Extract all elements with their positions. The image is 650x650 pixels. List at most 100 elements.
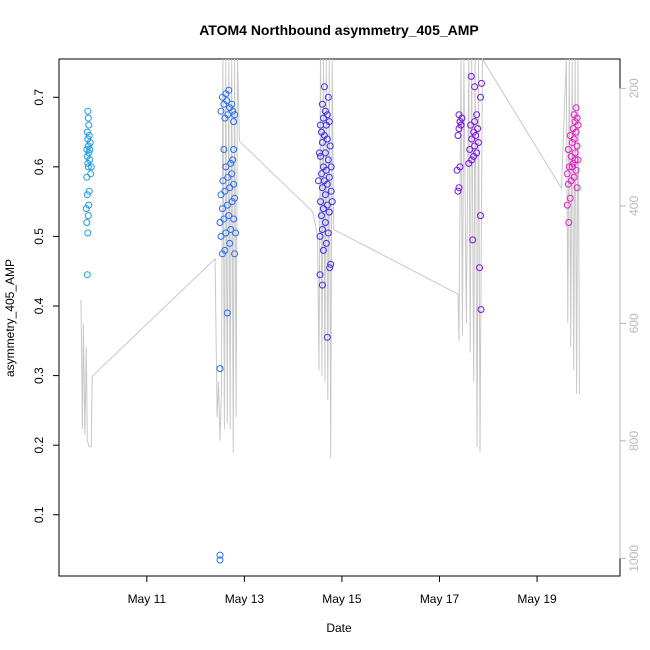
- data-point: [86, 156, 94, 164]
- data-point: [87, 170, 95, 178]
- data-point: [83, 128, 91, 136]
- data-point: [456, 118, 464, 126]
- data-point: [572, 166, 580, 174]
- data-point: [230, 215, 238, 223]
- data-point: [325, 208, 333, 216]
- data-point: [221, 187, 229, 195]
- data-point: [83, 271, 91, 279]
- data-point: [563, 170, 571, 178]
- data-point: [322, 239, 330, 247]
- data-point: [468, 135, 476, 143]
- data-point: [468, 156, 476, 164]
- data-point: [318, 139, 326, 146]
- data-point: [84, 159, 92, 167]
- data-point: [220, 146, 228, 153]
- data-point: [569, 125, 577, 133]
- y2-tick-label: 200: [627, 78, 641, 98]
- data-point: [327, 187, 335, 195]
- data-point: [86, 146, 94, 153]
- points-layer: [82, 72, 582, 564]
- data-point: [216, 551, 224, 559]
- data-point: [477, 306, 485, 313]
- data-point: [216, 365, 224, 373]
- data-point: [325, 118, 333, 126]
- data-point: [317, 198, 324, 206]
- data-point: [318, 184, 326, 192]
- data-point: [84, 163, 92, 171]
- chart-title: ATOM4 Northbound asymmetry_405_AMP: [199, 22, 479, 38]
- data-point: [318, 100, 326, 108]
- data-point: [477, 93, 484, 101]
- y-tick-label: 0.5: [32, 228, 46, 245]
- data-point: [83, 152, 91, 160]
- y-tick-label: 0.6: [32, 158, 46, 175]
- data-point: [230, 146, 238, 153]
- data-point: [563, 201, 571, 209]
- data-point: [83, 146, 91, 153]
- data-point: [227, 159, 235, 167]
- series-5: [563, 104, 582, 226]
- data-point: [470, 128, 478, 136]
- data-point: [316, 149, 323, 157]
- data-point: [320, 83, 328, 91]
- data-point: [85, 132, 93, 139]
- data-point: [229, 156, 237, 164]
- data-point: [84, 142, 92, 150]
- y-tick-label: 0.3: [32, 367, 46, 384]
- data-point: [564, 146, 572, 153]
- x-tick-label: May 17: [420, 592, 460, 606]
- data-point: [454, 132, 462, 139]
- data-point: [478, 79, 485, 87]
- secondary-y-axis: 200 400 600 800 1000: [619, 78, 641, 572]
- x-tick-label: May 13: [225, 592, 265, 606]
- y2-tick-label: 600: [627, 313, 641, 333]
- data-point: [223, 309, 231, 317]
- data-point: [232, 229, 240, 237]
- data-point: [221, 246, 229, 254]
- data-point: [228, 170, 236, 178]
- data-point: [225, 212, 233, 220]
- data-point: [572, 104, 580, 112]
- data-point: [226, 239, 234, 247]
- data-point: [84, 212, 92, 220]
- data-point: [219, 177, 227, 185]
- data-point: [319, 246, 327, 254]
- data-point: [319, 163, 327, 171]
- secondary-trace-layer: [80, 57, 580, 459]
- data-point: [567, 152, 575, 160]
- data-point: [84, 229, 92, 237]
- data-point: [318, 226, 326, 233]
- data-point: [85, 149, 93, 157]
- data-point: [87, 163, 95, 171]
- data-point: [321, 191, 329, 199]
- data-point: [85, 121, 93, 129]
- data-point: [83, 173, 91, 181]
- data-point: [230, 180, 238, 188]
- data-point: [217, 107, 225, 115]
- data-point: [469, 236, 477, 244]
- data-point: [323, 201, 331, 209]
- data-point: [568, 139, 576, 146]
- data-point: [323, 333, 331, 341]
- data-point: [84, 114, 92, 122]
- data-point: [570, 173, 578, 181]
- data-point: [216, 219, 224, 226]
- data-point: [217, 232, 225, 240]
- data-point: [319, 205, 327, 213]
- data-point: [467, 121, 475, 129]
- data-point: [317, 152, 324, 160]
- data-point: [328, 198, 336, 206]
- data-point: [324, 229, 332, 237]
- data-point: [457, 121, 465, 129]
- data-point: [472, 132, 480, 139]
- data-point: [327, 163, 335, 171]
- data-point: [573, 184, 581, 192]
- y2-tick-label: 1000: [627, 545, 641, 572]
- data-point: [570, 111, 578, 119]
- data-point: [325, 173, 333, 181]
- data-point: [471, 118, 479, 126]
- data-point: [476, 264, 483, 272]
- data-point: [467, 72, 475, 80]
- data-point: [455, 125, 463, 133]
- data-point: [222, 229, 230, 237]
